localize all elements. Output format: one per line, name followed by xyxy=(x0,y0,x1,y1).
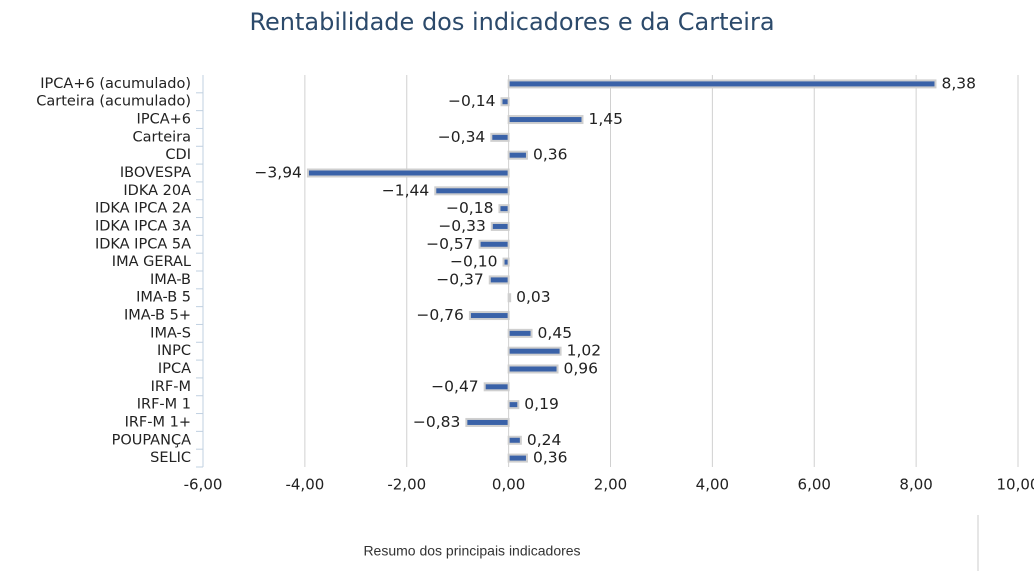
bar xyxy=(488,275,510,285)
y-tick-label: IBOVESPA xyxy=(120,165,191,181)
value-label: 0,03 xyxy=(516,288,551,306)
y-tick-label: Carteira xyxy=(133,129,191,145)
y-tick-label: IMA-B xyxy=(150,272,191,288)
y-tick-label: INPC xyxy=(157,343,191,359)
x-tick-label: 8,00 xyxy=(899,476,932,494)
bar xyxy=(507,435,522,445)
bar xyxy=(507,293,512,303)
value-label: 0,36 xyxy=(533,449,568,467)
bar xyxy=(502,257,510,267)
bar xyxy=(507,453,528,463)
bar xyxy=(498,204,510,214)
chart-title: Rentabilidade dos indicadores e da Carte… xyxy=(249,8,774,36)
bar xyxy=(507,400,520,410)
value-label: −0,57 xyxy=(426,235,474,253)
value-label: −0,83 xyxy=(413,413,461,431)
y-tick-label: IRF-M xyxy=(151,379,191,395)
bar xyxy=(500,97,510,107)
value-label: −3,94 xyxy=(254,164,302,182)
bar xyxy=(465,417,510,427)
value-label: −0,76 xyxy=(416,306,464,324)
y-tick-label: IDKA IPCA 5A xyxy=(95,236,191,252)
value-label: 1,45 xyxy=(588,110,623,128)
y-tick-label: IMA-B 5+ xyxy=(124,308,191,324)
y-tick-label: IDKA IPCA 3A xyxy=(95,218,191,234)
y-tick-label: IMA GERAL xyxy=(112,254,191,270)
bar xyxy=(434,186,510,196)
y-tick-label: CDI xyxy=(165,147,191,163)
value-label: 0,45 xyxy=(538,324,573,342)
value-label: −0,14 xyxy=(448,92,496,110)
bar xyxy=(490,221,510,231)
value-label: −1,44 xyxy=(382,181,430,199)
value-label: 1,02 xyxy=(567,342,602,360)
bar xyxy=(468,311,510,321)
value-label: −0,47 xyxy=(431,377,479,395)
bar xyxy=(507,328,533,338)
x-tick-label: 0,00 xyxy=(492,476,525,494)
y-tick-label: SELIC xyxy=(150,450,191,466)
x-tick-label: -2,00 xyxy=(387,476,426,494)
x-tick-label: 4,00 xyxy=(696,476,729,494)
value-label: 0,24 xyxy=(527,431,562,449)
value-label: −0,33 xyxy=(438,217,486,235)
y-tick-label: IPCA+6 xyxy=(137,112,191,128)
y-tick-label: IMA-S xyxy=(150,325,191,341)
y-tick-label: IMA-B 5 xyxy=(136,290,191,306)
bar xyxy=(507,364,559,374)
bar xyxy=(483,382,510,392)
value-label: 8,38 xyxy=(941,74,976,92)
y-tick-label: IPCA+6 (acumulado) xyxy=(40,76,191,92)
y-tick-label: IDKA 20A xyxy=(123,183,191,199)
bar xyxy=(507,346,562,356)
value-label: 0,96 xyxy=(564,360,599,378)
bar xyxy=(507,150,528,160)
bar xyxy=(478,239,510,249)
bar xyxy=(507,79,937,89)
value-label: 0,36 xyxy=(533,146,568,164)
bar xyxy=(490,132,510,142)
x-tick-label: 10,00 xyxy=(997,476,1034,494)
y-tick-label: POUPANÇA xyxy=(112,432,191,448)
y-tick-label: IPCA xyxy=(158,361,191,377)
x-tick-label: 2,00 xyxy=(594,476,627,494)
value-label: 0,19 xyxy=(524,395,559,413)
y-tick-label: Carteira (acumulado) xyxy=(36,94,191,110)
y-tick-label: IRF-M 1+ xyxy=(125,414,191,430)
x-tick-label: -4,00 xyxy=(285,476,324,494)
value-label: −0,37 xyxy=(436,270,484,288)
y-tick-label: IDKA IPCA 2A xyxy=(95,201,191,217)
x-tick-label: 6,00 xyxy=(798,476,831,494)
x-tick-label: -6,00 xyxy=(184,476,223,494)
value-label: −0,10 xyxy=(450,253,498,271)
y-tick-label: IRF-M 1 xyxy=(137,397,191,413)
bar xyxy=(507,115,584,125)
subtitle: Resumo dos principais indicadores xyxy=(363,543,580,559)
bar xyxy=(306,168,510,178)
value-label: −0,34 xyxy=(438,128,486,146)
value-label: −0,18 xyxy=(446,199,494,217)
